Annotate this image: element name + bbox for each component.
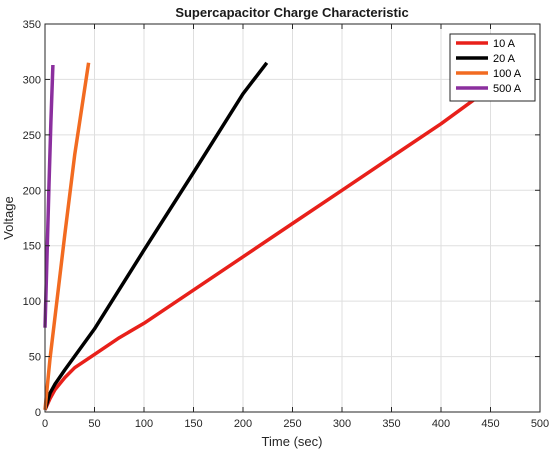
x-tick-label: 350 (382, 418, 400, 430)
y-tick-label: 250 (23, 130, 41, 142)
series-line-20-a (43, 61, 269, 411)
x-tick-label: 500 (531, 418, 549, 430)
chart-title: Supercapacitor Charge Characteristic (175, 5, 408, 20)
legend-label: 20 A (493, 53, 516, 65)
y-tick-label: 200 (23, 185, 41, 197)
x-tick-label: 200 (234, 418, 252, 430)
y-tick-label: 50 (29, 352, 41, 364)
x-tick-label: 250 (283, 418, 301, 430)
axes (44, 23, 541, 413)
legend-label: 10 A (493, 38, 516, 50)
y-tick-label: 150 (23, 241, 41, 253)
x-tick-label: 100 (135, 418, 153, 430)
x-tick-label: 50 (88, 418, 100, 430)
y-tick-label: 0 (35, 407, 41, 419)
y-tick-label: 100 (23, 296, 41, 308)
x-tick-label: 150 (184, 418, 202, 430)
series-group (43, 61, 482, 411)
series-line-100-a (43, 62, 91, 410)
y-axis-label: Voltage (1, 196, 16, 239)
x-tick-label: 0 (42, 418, 48, 430)
x-tick-label: 450 (481, 418, 499, 430)
series-line-500-a (43, 64, 55, 328)
tick-labels: 0 50 100 150 200 250 300 350 400 450 500 0 50 100 150 2… (23, 19, 550, 430)
series-line-10-a (43, 93, 482, 411)
y-tick-label: 300 (23, 74, 41, 86)
y-tick-label: 350 (23, 19, 41, 31)
legend-label: 100 A (493, 68, 522, 80)
legend: 10 A 20 A 100 A 500 A (449, 33, 536, 102)
x-axis-label: Time (sec) (262, 434, 323, 449)
x-tick-label: 400 (432, 418, 450, 430)
x-tick-label: 300 (333, 418, 351, 430)
legend-box (449, 33, 536, 102)
legend-label: 500 A (493, 83, 522, 95)
